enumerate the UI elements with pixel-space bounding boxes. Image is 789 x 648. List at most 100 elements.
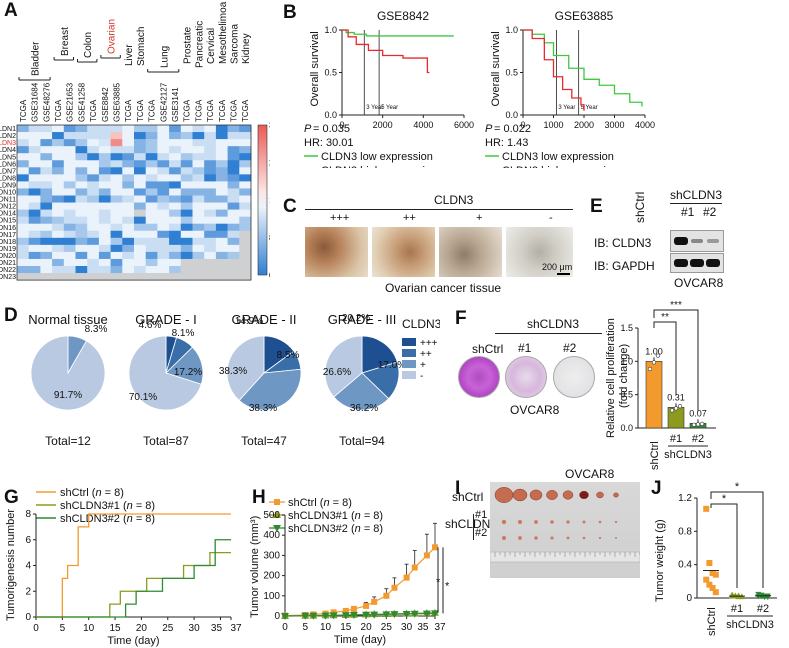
dataset-label: TCGA [183, 99, 192, 122]
dataset-label: GSE8842 [101, 87, 110, 122]
pie-title: GRADE - I [135, 312, 196, 327]
wb-lane-2: #2 [703, 205, 717, 219]
gene-label: CLDN1 [0, 126, 16, 133]
g-xlabel: Time (day) [107, 635, 159, 647]
cancer-group-label: Lung [159, 46, 170, 68]
heatmap-cell [28, 188, 41, 196]
h-marker [273, 511, 281, 518]
heatmap-cell [17, 237, 29, 246]
heatmap-cell [192, 209, 205, 217]
j-x-label: #2 [757, 603, 769, 615]
h-y-tick-label: 300 [263, 550, 280, 561]
heatmap-cell [98, 251, 111, 260]
heatmap-cell [215, 125, 228, 133]
heatmap-cell [40, 139, 53, 147]
h-x-tick-label: 35 [417, 622, 429, 633]
panel-g-line-chart: shCtrl (n = 8)shCLDN3#1 (n = 8)shCLDN3#2… [5, 487, 242, 647]
heatmap-cell [110, 230, 123, 239]
heatmap-cell [169, 146, 182, 154]
heatmap-cell [204, 230, 217, 239]
heatmap-cell [192, 195, 205, 203]
pie-label: 36.2% [350, 403, 378, 414]
bar-ylabel-1: Relative cell proliferation [605, 318, 617, 438]
heatmap-cell [40, 174, 53, 182]
heatmap-cell [227, 273, 240, 281]
tumor-sh1 [614, 520, 618, 524]
bar-sig1-bracket [653, 321, 677, 396]
heatmap-cell [28, 202, 41, 210]
heatmap-cell [134, 258, 146, 267]
heatmap-cell [52, 139, 65, 147]
cancer-group-label: Breast [60, 27, 71, 56]
heatmap-cell [87, 244, 100, 253]
h-ylabel: Tumor volume (mm³) [249, 516, 261, 618]
h-legend-n: n [355, 510, 361, 522]
g-x-tick-label: 37 [230, 623, 242, 634]
pie-legend-title: CLDN3 [402, 317, 440, 331]
g-legend-n-value: = 8) [133, 513, 155, 525]
heatmap-cell [75, 273, 88, 281]
heatmap-cell [180, 273, 193, 281]
heatmap-cell [122, 237, 135, 246]
pie-label: 38.3% [249, 403, 277, 414]
heatmap-cell [239, 139, 252, 147]
h-marker [309, 612, 318, 620]
gene-label: CLDN17 [0, 232, 16, 239]
heatmap-cell [215, 209, 228, 217]
bar-point [695, 422, 701, 427]
colony-group-line [495, 333, 602, 334]
heatmap-cell [227, 125, 240, 133]
gene-label: CLDN8 [0, 175, 16, 182]
pie-title: GRADE - II [231, 312, 296, 327]
gene-label: CLDN20 [0, 253, 16, 260]
bar-x-group: shCLDN3 [664, 449, 712, 461]
heatmap-cell [17, 223, 29, 232]
heatmap-cell [169, 273, 182, 281]
heatmap-cell [134, 237, 146, 246]
km-curve-high [342, 29, 430, 74]
heatmap-cell [204, 146, 217, 154]
h-legend-n: n [355, 523, 361, 535]
heatmap-cell [17, 139, 29, 147]
heatmap-cell [180, 132, 193, 140]
heatmap-cell [75, 132, 88, 140]
heatmap-cell [87, 273, 100, 281]
heatmap-cell [204, 188, 217, 196]
heatmap-cell [63, 273, 76, 281]
heatmap-cell [204, 125, 217, 133]
bar-point [655, 353, 661, 358]
colony-cell-label: OVCAR8 [510, 403, 560, 417]
panel-label-e: E [590, 196, 603, 217]
dataset-label: GSE3141 [171, 87, 180, 122]
panel-label-h: H [252, 487, 266, 508]
heatmap-cell [145, 251, 158, 260]
gene-label: CLDN21 [0, 260, 16, 267]
heatmap-cell [110, 223, 123, 232]
heatmap-cell [98, 153, 111, 161]
heatmap-cell [204, 174, 217, 182]
bar-x-label: shCtrl [649, 441, 661, 470]
heatmap-cell [98, 258, 111, 267]
pie-legend-label: - [420, 371, 423, 382]
heatmap-cell [40, 237, 53, 246]
panel-label-a: A [4, 0, 18, 21]
pie-label: 8.5% [277, 350, 300, 361]
heatmap-cell [169, 230, 182, 239]
pie-slice [128, 335, 202, 411]
pie-legend-swatch [402, 360, 416, 368]
j-sig-bracket-2 [710, 491, 764, 588]
bar-sig1: ** [661, 312, 669, 323]
heatmap-cell [239, 202, 252, 210]
heatmap-cell [40, 258, 53, 267]
heatmap-cell [40, 251, 53, 260]
h-marker [350, 605, 357, 612]
panel-label-b: B [283, 2, 297, 23]
heatmap-cell [40, 216, 53, 224]
heatmap-cell [134, 132, 146, 140]
heatmap-cell [134, 223, 146, 232]
g-legend-label: shCLDN3#1 (n = 8) [60, 500, 155, 512]
dataset-label: GSE21653 [66, 82, 75, 122]
heatmap-cell [215, 181, 228, 189]
heatmap-cell [87, 181, 100, 189]
